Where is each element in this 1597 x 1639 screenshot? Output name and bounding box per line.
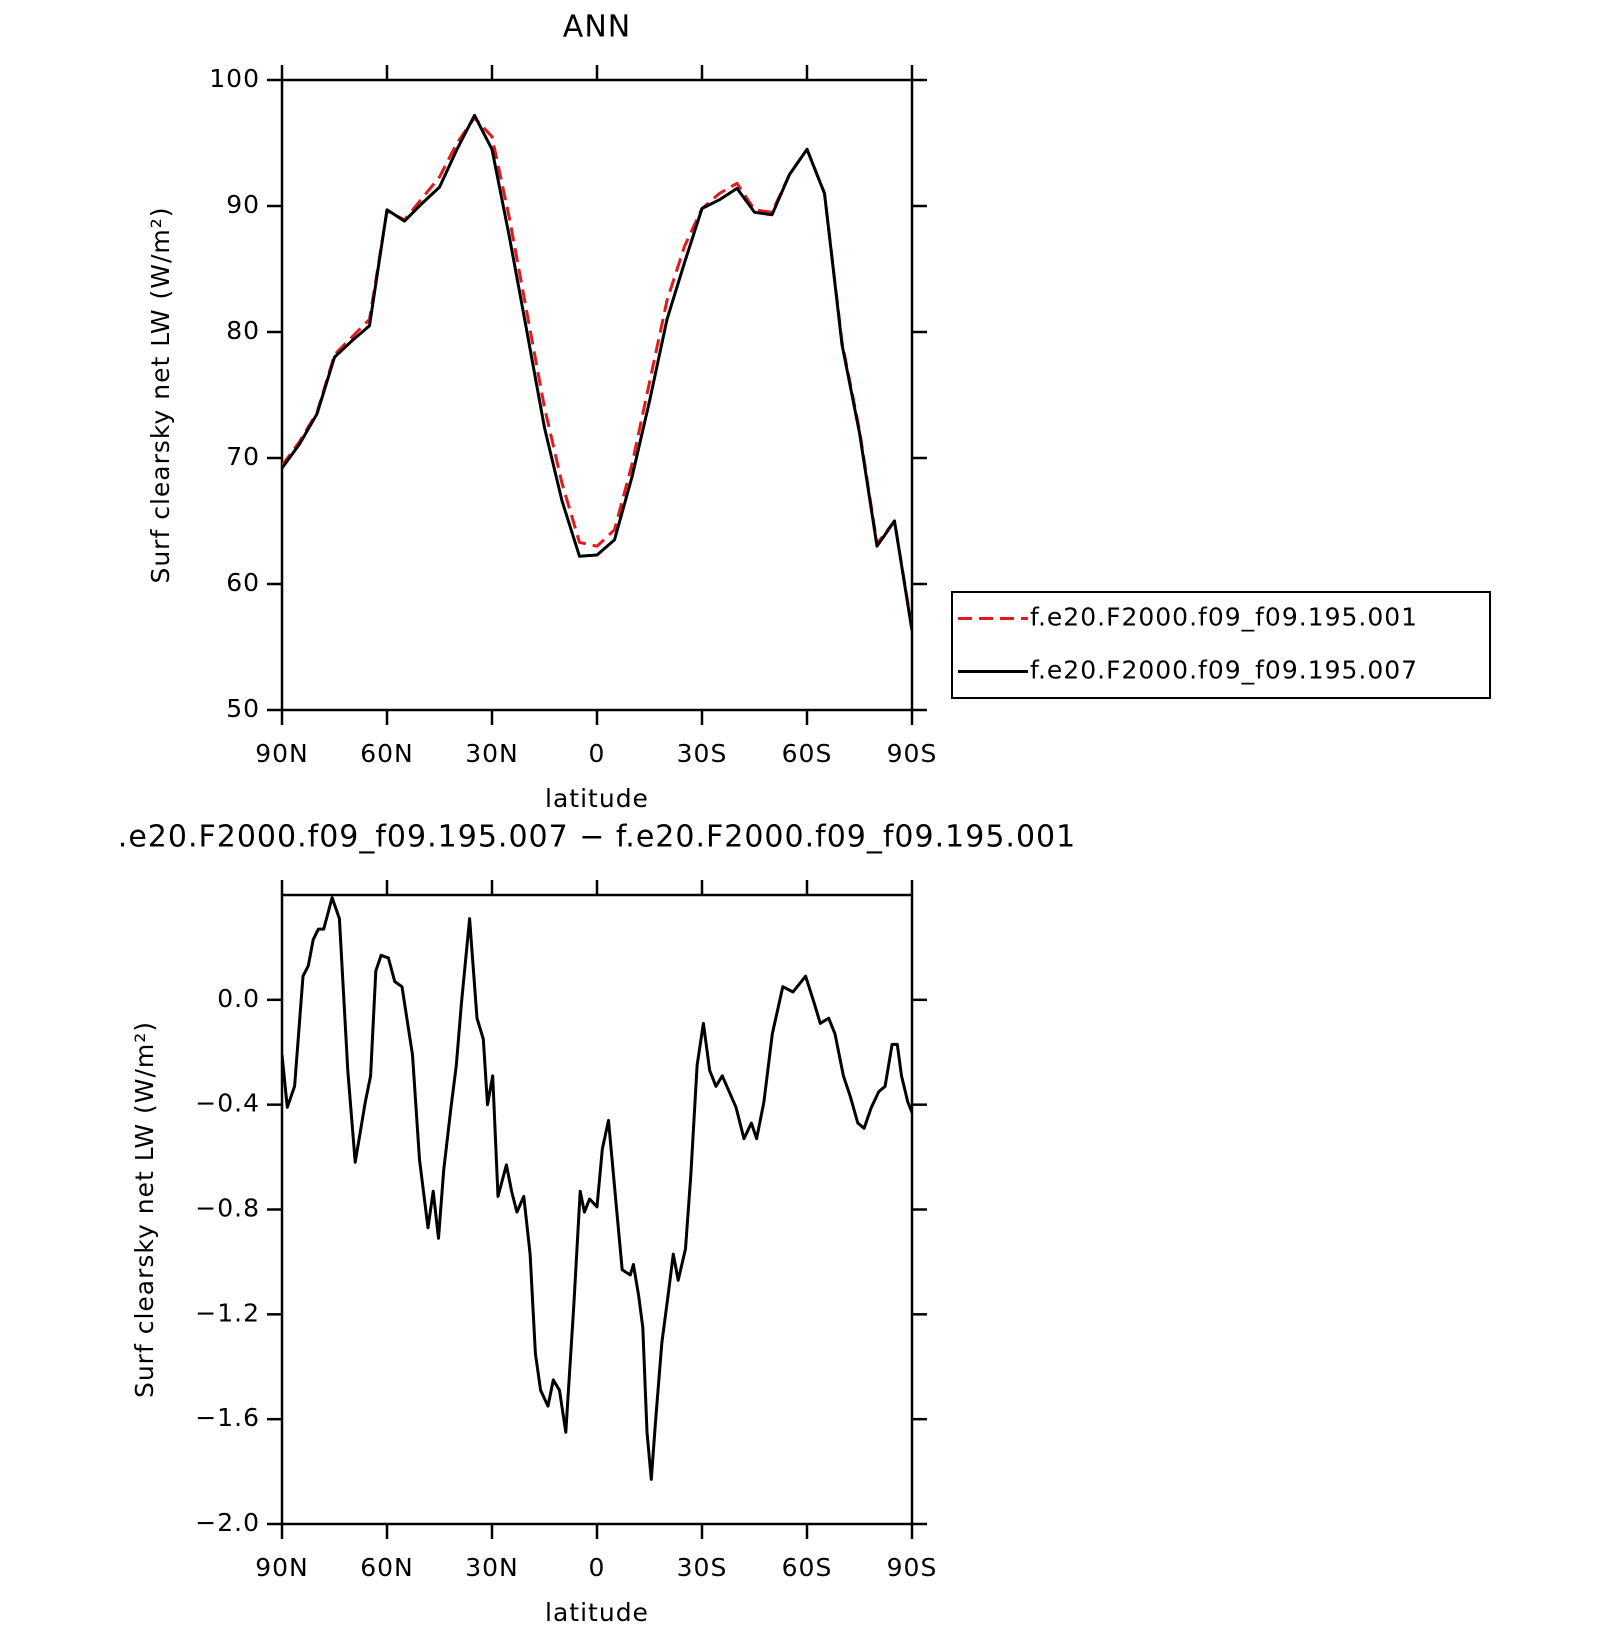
x-axis-label: latitude — [545, 1598, 649, 1627]
chart-title: .e20.F2000.f09_f09.195.007 − f.e20.F2000… — [118, 820, 1076, 855]
y-axis-label: Surf clearsky net LW (W/m²) — [130, 1021, 159, 1398]
x-tick-label: 90S — [887, 1553, 938, 1582]
x-tick-label: 60N — [360, 1553, 414, 1582]
x-tick-label: 30S — [677, 1553, 728, 1582]
y-tick-label: 100 — [209, 64, 260, 93]
legend-label: f.e20.F2000.f09_f09.195.007 — [1030, 656, 1418, 685]
y-tick-label: 80 — [226, 316, 260, 345]
series-line — [282, 116, 912, 629]
y-tick-label: −1.2 — [195, 1298, 260, 1327]
x-tick-label: 30S — [677, 739, 728, 768]
y-axis-label: Surf clearsky net LW (W/m²) — [146, 206, 175, 583]
series-line — [282, 896, 912, 1481]
x-tick-label: 90N — [255, 739, 309, 768]
plot-frame — [280, 893, 914, 1526]
chart-title: ANN — [563, 10, 631, 45]
x-tick-label: 0 — [589, 1553, 606, 1582]
x-tick-label: 60S — [782, 739, 833, 768]
x-tick-label: 30N — [465, 739, 519, 768]
x-tick-label: 90N — [255, 1553, 309, 1582]
y-tick-label: 0.0 — [217, 984, 260, 1013]
y-tick-label: −0.4 — [195, 1089, 260, 1118]
legend-label: f.e20.F2000.f09_f09.195.001 — [1030, 603, 1418, 632]
y-tick-label: −0.8 — [195, 1194, 260, 1223]
x-tick-label: 90S — [887, 739, 938, 768]
legend-box — [951, 591, 1491, 699]
y-tick-label: 70 — [226, 442, 260, 471]
x-tick-label: 30N — [465, 1553, 519, 1582]
x-tick-label: 60N — [360, 739, 414, 768]
x-tick-label: 0 — [589, 739, 606, 768]
y-tick-label: 50 — [226, 694, 260, 723]
x-axis-label: latitude — [545, 784, 649, 813]
x-tick-label: 60S — [782, 1553, 833, 1582]
y-tick-label: 60 — [226, 568, 260, 597]
y-tick-label: −2.0 — [195, 1508, 260, 1537]
y-tick-label: −1.6 — [195, 1403, 260, 1432]
series-line — [282, 113, 912, 631]
y-tick-label: 90 — [226, 190, 260, 219]
